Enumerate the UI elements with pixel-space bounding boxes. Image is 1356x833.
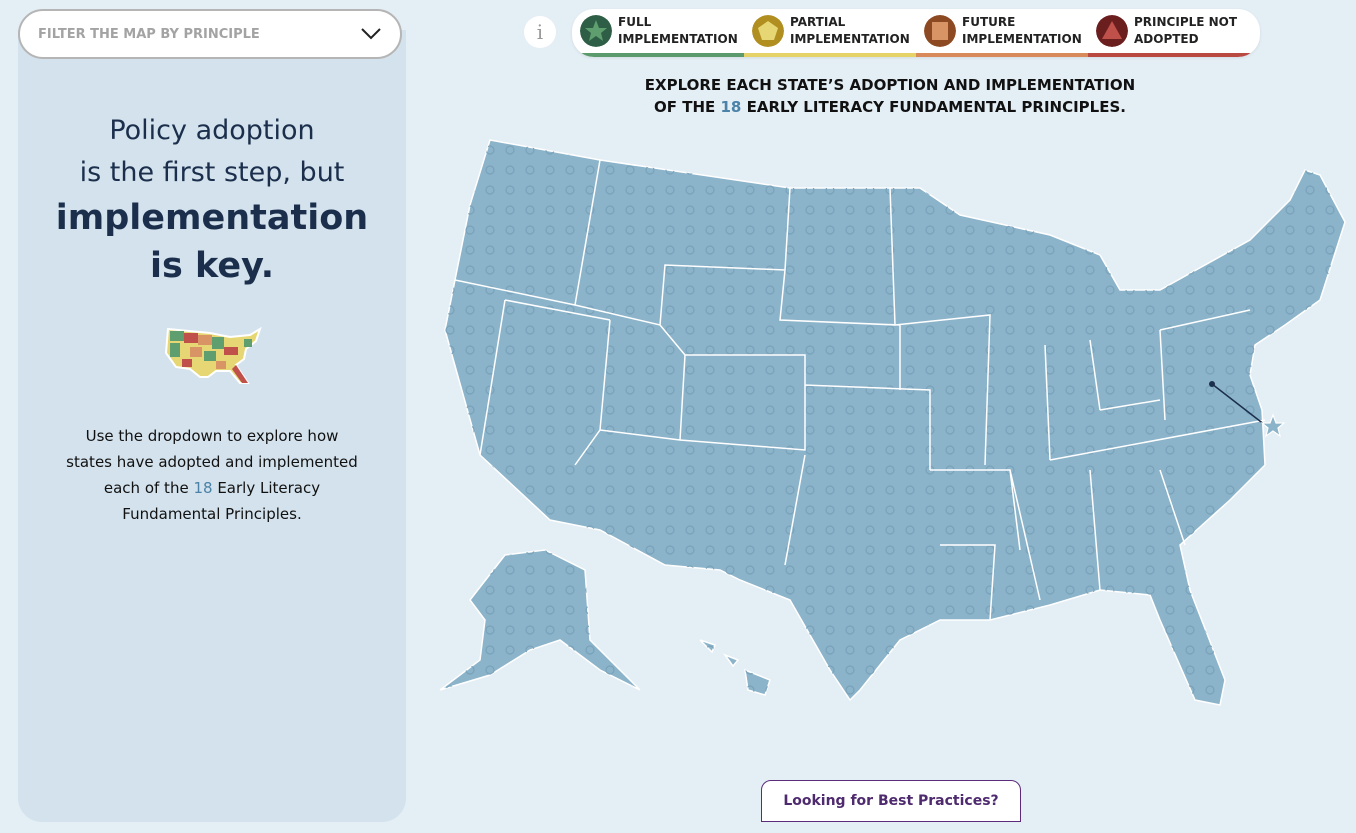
- chevron-down-icon: [361, 28, 381, 40]
- pentagon-icon: [752, 15, 784, 47]
- best-practices-button[interactable]: Looking for Best Practices?: [761, 780, 1021, 822]
- legend-label: FULL IMPLEMENTATION: [618, 15, 738, 46]
- star-icon: [580, 15, 612, 47]
- legend-future-implementation: FUTURE IMPLEMENTATION: [916, 9, 1088, 57]
- dc-star-icon[interactable]: [1260, 413, 1286, 438]
- sidebar-panel: [18, 30, 406, 822]
- legend-label: PRINCIPLE NOT ADOPTED: [1134, 15, 1238, 46]
- dot-pattern: [440, 550, 640, 690]
- state-borders: [454, 159, 1266, 621]
- dot-pattern: [700, 640, 770, 695]
- triangle-icon: [1096, 15, 1128, 47]
- square-icon: [924, 15, 956, 47]
- mini-us-map-illustration: [164, 326, 262, 384]
- map-title-line: EXPLORE EACH STATE’S ADOPTION AND IMPLEM…: [644, 76, 1136, 94]
- dot-pattern: [445, 140, 1345, 705]
- legend-full-implementation: FULL IMPLEMENTATION: [572, 9, 744, 57]
- desc-text: Early Literacy Fundamental Principles.: [122, 479, 321, 523]
- dc-callout[interactable]: [1209, 381, 1286, 438]
- principle-count: 18: [720, 98, 742, 116]
- sidebar-headline: Policy adoption is the first step, but i…: [18, 110, 406, 290]
- states[interactable]: [439, 139, 1346, 706]
- principle-filter-dropdown[interactable]: FILTER THE MAP BY PRINCIPLE: [18, 9, 402, 59]
- sidebar-description: Use the dropdown to explore how states h…: [18, 423, 406, 527]
- headline-bold: is key.: [150, 246, 274, 286]
- dropdown-placeholder: FILTER THE MAP BY PRINCIPLE: [38, 26, 260, 42]
- legend-label: FUTURE IMPLEMENTATION: [962, 15, 1082, 46]
- headline-line: is the first step, but: [79, 157, 345, 188]
- headline-line: Policy adoption: [109, 115, 315, 146]
- legend-not-adopted: PRINCIPLE NOT ADOPTED: [1088, 9, 1260, 57]
- map-title-text: EARLY LITERACY FUNDAMENTAL PRINCIPLES.: [741, 98, 1126, 116]
- legend-label: PARTIAL IMPLEMENTATION: [790, 15, 910, 46]
- legend: FULL IMPLEMENTATION PARTIAL IMPLEMENTATI…: [572, 9, 1260, 57]
- headline-bold: implementation: [55, 198, 369, 238]
- map-title-text: OF THE: [654, 98, 721, 116]
- desc-text: Use the dropdown to explore how states h…: [66, 427, 358, 497]
- info-button[interactable]: i: [524, 16, 556, 48]
- map-title: EXPLORE EACH STATE’S ADOPTION AND IMPLEM…: [560, 74, 1220, 118]
- legend-partial-implementation: PARTIAL IMPLEMENTATION: [744, 9, 916, 57]
- principle-count: 18: [193, 479, 213, 497]
